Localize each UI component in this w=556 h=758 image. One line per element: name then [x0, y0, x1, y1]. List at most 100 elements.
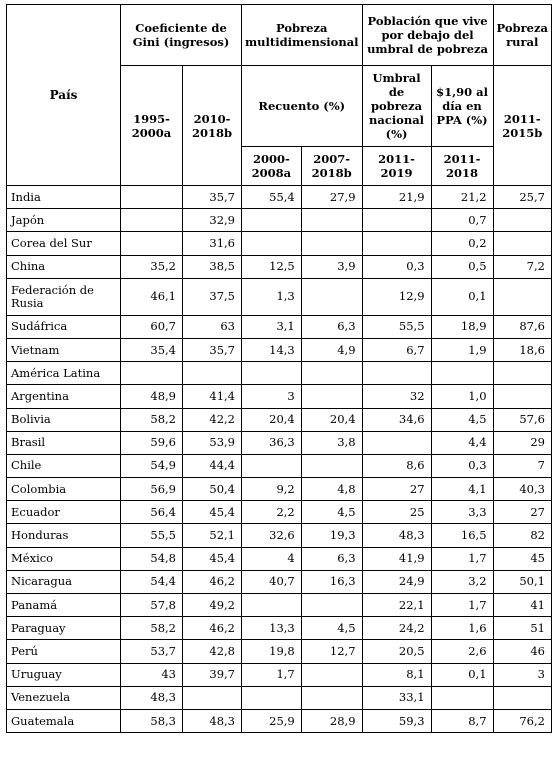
country-cell: Brasil	[6, 430, 121, 455]
value-cell: 41,4	[182, 384, 242, 409]
value-cell	[492, 277, 552, 316]
value-cell: 2,6	[430, 639, 494, 664]
value-cell	[300, 231, 363, 256]
value-cell: 0,5	[430, 254, 494, 279]
value-cell: 8,6	[361, 453, 432, 479]
value-cell: 48,9	[120, 384, 183, 409]
country-cell: Panamá	[6, 592, 121, 618]
country-cell: Guatemala	[6, 708, 121, 734]
value-cell: 3	[492, 662, 552, 687]
table-row: Sudáfrica 60,7 63 3,1 6,3 55,5 18,9 87,6	[6, 314, 552, 339]
value-cell: 24,9	[361, 569, 432, 595]
table-row: Chile 54,9 44,4 8,6 0,3 7	[6, 453, 552, 479]
value-cell: 41,9	[361, 546, 432, 571]
value-cell	[300, 208, 363, 233]
table-row: América Latina	[6, 361, 552, 386]
value-cell	[300, 384, 363, 409]
country-cell: Vietnam	[6, 337, 121, 363]
value-cell: 2,2	[241, 500, 302, 525]
value-cell: 27	[361, 477, 432, 502]
value-cell: 32,6	[241, 523, 302, 548]
value-cell: 0,1	[430, 662, 494, 687]
value-cell: 4,5	[430, 407, 494, 432]
country-cell: América Latina	[6, 361, 121, 386]
table-row: Ecuador 56,4 45,4 2,2 4,5 25 3,3 27	[6, 500, 552, 525]
country-cell: México	[6, 546, 121, 571]
country-cell: Argentina	[6, 384, 121, 409]
value-cell: 6,3	[300, 314, 363, 339]
country-cell: Bolivia	[6, 407, 121, 432]
value-cell: 18,9	[430, 314, 494, 339]
value-cell: 43	[120, 662, 183, 687]
value-cell: 40,7	[241, 569, 302, 595]
table-row: Argentina 48,9 41,4 3 32 1,0	[6, 384, 552, 409]
value-cell: 54,4	[120, 569, 183, 595]
country-cell: Venezuela	[6, 685, 121, 710]
value-cell: 0,3	[361, 254, 432, 279]
value-cell: 45	[492, 546, 552, 571]
table-row: Bolivia 58,2 42,2 20,4 20,4 34,6 4,5 57,6	[6, 407, 552, 432]
value-cell	[300, 277, 363, 316]
value-cell: 4,9	[300, 337, 363, 363]
value-cell: 56,4	[120, 500, 183, 525]
table-row: Perú 53,7 42,8 19,8 12,7 20,5 2,6 46	[6, 639, 552, 664]
value-cell: 59,3	[361, 708, 432, 734]
value-cell	[300, 453, 363, 479]
value-cell: 3,3	[430, 500, 494, 525]
header-country: País	[6, 4, 121, 186]
value-cell: 46,2	[182, 569, 242, 595]
value-cell	[300, 361, 363, 386]
value-cell: 20,4	[300, 407, 363, 432]
header-national-line: Umbral de pobreza nacional (%)	[361, 65, 432, 147]
value-cell: 51	[492, 616, 552, 641]
value-cell: 6,7	[361, 337, 432, 363]
value-cell: 4,5	[300, 616, 363, 641]
value-cell: 52,1	[182, 523, 242, 548]
table-row: Brasil 59,6 53,9 36,3 3,8 4,4 29	[6, 430, 552, 455]
value-cell: 54,8	[120, 546, 183, 571]
value-cell: 31,6	[182, 231, 242, 256]
value-cell: 33,1	[361, 685, 432, 710]
value-cell: 18,6	[492, 337, 552, 363]
value-cell: 4,4	[430, 430, 494, 455]
value-cell: 50,4	[182, 477, 242, 502]
value-cell	[492, 685, 552, 710]
value-cell	[300, 662, 363, 687]
value-cell: 8,7	[430, 708, 494, 734]
value-cell: 4,8	[300, 477, 363, 502]
value-cell: 1,0	[430, 384, 494, 409]
table-row: Guatemala 58,3 48,3 25,9 28,9 59,3 8,7 76,2	[6, 708, 552, 734]
value-cell: 3,8	[300, 430, 363, 455]
header-national-period: 2011-2019	[361, 146, 432, 186]
table-row: Venezuela 48,3 33,1	[6, 685, 552, 710]
value-cell	[120, 361, 183, 386]
value-cell: 7,2	[492, 254, 552, 279]
value-cell: 37,5	[182, 277, 242, 316]
value-cell	[492, 208, 552, 233]
value-cell: 19,3	[300, 523, 363, 548]
value-cell	[430, 685, 494, 710]
value-cell	[241, 208, 302, 233]
value-cell	[300, 592, 363, 618]
value-cell: 56,9	[120, 477, 183, 502]
value-cell: 46,1	[120, 277, 183, 316]
country-cell: Japón	[6, 208, 121, 233]
value-cell: 3	[241, 384, 302, 409]
country-cell: Ecuador	[6, 500, 121, 525]
value-cell: 49,2	[182, 592, 242, 618]
table-body: India 35,7 55,4 27,9 21,9 21,2 25,7 Japón 32,9 0,…	[6, 184, 552, 734]
value-cell	[120, 208, 183, 233]
header-gini-period-2: 2010-2018b	[182, 65, 242, 186]
value-cell: 63	[182, 314, 242, 339]
value-cell: 82	[492, 523, 552, 548]
table-row: México 54,8 45,4 4 6,3 41,9 1,7 45	[6, 546, 552, 571]
value-cell: 9,2	[241, 477, 302, 502]
value-cell: 59,6	[120, 430, 183, 455]
value-cell: 25	[361, 500, 432, 525]
value-cell: 45,4	[182, 500, 242, 525]
country-cell: Paraguay	[6, 616, 121, 641]
value-cell	[241, 231, 302, 256]
table-row: Paraguay 58,2 46,2 13,3 4,5 24,2 1,6 51	[6, 616, 552, 641]
value-cell: 12,7	[300, 639, 363, 664]
value-cell: 32	[361, 384, 432, 409]
